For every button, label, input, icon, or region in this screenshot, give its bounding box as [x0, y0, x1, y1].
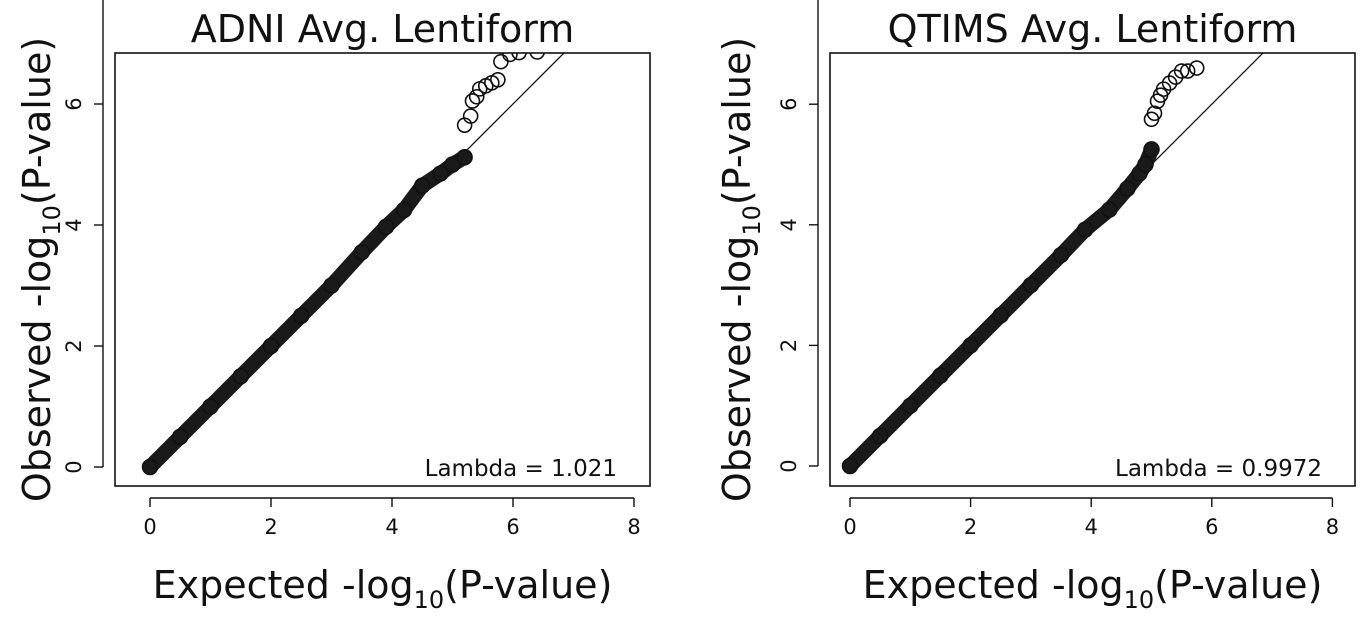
data-point — [377, 218, 395, 236]
outlier-point — [1167, 69, 1184, 85]
data-point — [902, 397, 919, 414]
x-tick-label: 4 — [1085, 515, 1098, 539]
y-axis-label: Observed -log10(P-value) — [715, 37, 766, 502]
outlier-point — [1179, 63, 1196, 79]
y-tick-label: 0 — [62, 460, 86, 473]
lambda-annotation: Lambda = 1.021 — [425, 456, 617, 482]
chart-qtims: QTIMS Avg. Lentiform0246802468Expected -… — [715, 0, 1356, 614]
x-tick-label: 0 — [143, 515, 156, 539]
outlier-point — [493, 53, 509, 70]
data-point — [1022, 276, 1040, 294]
outlier-point — [511, 53, 527, 61]
y-axis-label: Observed -log10(P-value) — [15, 37, 66, 502]
data-point — [262, 337, 280, 355]
plot-frame — [829, 52, 1356, 487]
data-point — [444, 156, 461, 173]
data-point — [1101, 201, 1118, 218]
y-tick-label: 6 — [777, 98, 801, 111]
outlier-point — [464, 93, 481, 109]
data-point — [232, 368, 249, 385]
outlier-point — [1161, 75, 1178, 91]
x-axis-label: Expected -log10(P-value) — [153, 563, 613, 614]
x-tick-label: 0 — [843, 515, 856, 539]
data-point — [414, 177, 431, 194]
y-tick-label: 4 — [62, 218, 86, 231]
plot-area — [841, 53, 1264, 475]
x-tick-label: 8 — [627, 515, 640, 539]
data-point — [932, 367, 949, 384]
data-point — [1119, 180, 1136, 197]
x-tick-label: 4 — [385, 515, 398, 539]
data-point — [962, 337, 979, 354]
chart-title: QTIMS Avg. Lentiform — [888, 7, 1298, 51]
data-point — [432, 165, 449, 182]
y-tick-label: 0 — [777, 459, 801, 472]
outlier-point — [529, 53, 545, 60]
data-point — [353, 243, 370, 261]
data-point — [456, 148, 473, 166]
data-point — [395, 201, 413, 219]
data-point — [1137, 156, 1154, 173]
lambda-annotation: Lambda = 0.9972 — [1115, 456, 1322, 482]
qq-plot-adni: ADNI Avg. Lentiform0246802468Expected -l… — [0, 0, 680, 622]
x-tick-label: 2 — [964, 515, 977, 539]
outlier-point — [462, 108, 479, 124]
y-tick-label: 6 — [62, 97, 86, 110]
data-point — [841, 457, 859, 475]
plot-frame — [114, 52, 651, 487]
y-tick-label: 2 — [777, 339, 801, 352]
data-point — [323, 277, 340, 294]
x-tick-label: 8 — [1326, 515, 1339, 539]
plot-area — [141, 53, 565, 476]
y-tick-label: 2 — [62, 339, 86, 352]
outlier-point — [1173, 63, 1190, 79]
data-point — [992, 307, 1009, 324]
chart-adni: ADNI Avg. Lentiform0246802468Expected -l… — [15, 0, 651, 614]
data-point — [1052, 246, 1070, 264]
data-point — [293, 307, 310, 324]
y-tick-label: 4 — [777, 218, 801, 231]
outlier-point — [468, 88, 485, 105]
data-point — [1143, 141, 1160, 158]
chart-title: ADNI Avg. Lentiform — [191, 7, 575, 51]
outlier-point — [490, 72, 506, 88]
outlier-point — [1188, 60, 1205, 76]
data-point — [1076, 221, 1094, 238]
x-axis-label: Expected -log10(P-value) — [863, 563, 1323, 614]
data-point — [172, 428, 189, 445]
x-tick-label: 2 — [264, 515, 277, 539]
x-tick-label: 6 — [506, 515, 519, 539]
x-tick-label: 6 — [1205, 515, 1218, 539]
qq-plot-qtims: QTIMS Avg. Lentiform0246802468Expected -… — [700, 0, 1361, 622]
outlier-point — [1155, 81, 1172, 97]
data-point — [141, 458, 159, 476]
data-point — [202, 398, 219, 415]
data-point — [871, 427, 889, 445]
outlier-point — [1146, 105, 1163, 122]
outlier-point — [502, 53, 518, 63]
